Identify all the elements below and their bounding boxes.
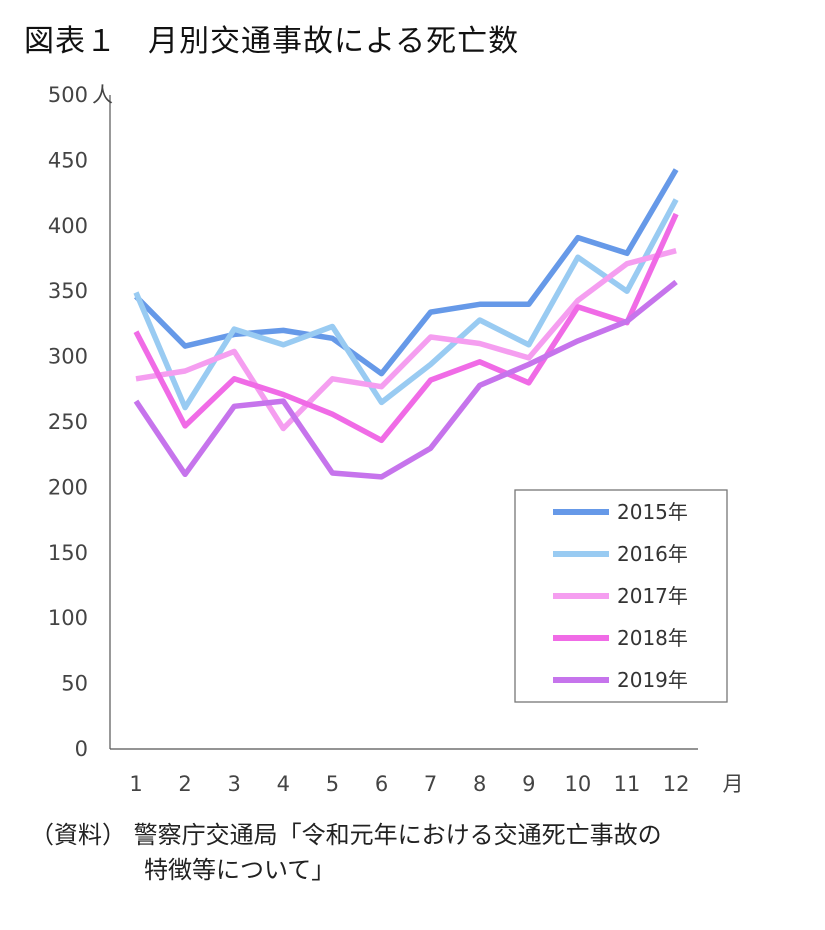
- x-axis-unit-label: 月: [723, 772, 744, 796]
- x-tick-label: 9: [522, 772, 535, 796]
- x-tick-label: 11: [614, 772, 641, 796]
- legend-label: 2017年: [617, 584, 688, 608]
- series-line-2018年: [133, 212, 679, 444]
- series-lines: [133, 168, 679, 480]
- series-line-2017年: [135, 248, 677, 432]
- y-tick-label: 500: [48, 83, 88, 107]
- x-tick-label: 1: [129, 772, 142, 796]
- y-tick-label: 450: [48, 148, 88, 172]
- source-note: （資料） 警察庁交通局「令和元年における交通死亡事故の 特徴等について」: [30, 818, 662, 888]
- y-tick-label: 350: [48, 279, 88, 303]
- x-tick-label: 7: [424, 772, 437, 796]
- y-tick-label: 50: [61, 672, 88, 696]
- x-tick-label: 4: [277, 772, 290, 796]
- x-tick-label: 8: [473, 772, 486, 796]
- x-tick-label: 3: [228, 772, 241, 796]
- legend: 2015年 2016年 2017年 2018年 2019年: [514, 489, 728, 703]
- y-axis-unit-label: 人: [92, 83, 113, 107]
- source-line-1: （資料） 警察庁交通局「令和元年における交通死亡事故の: [30, 821, 662, 849]
- y-axis-tick-labels: 0 50 100 150 200 250 300 350 400 450 500 人: [48, 83, 113, 761]
- series-line-2015年: [134, 168, 679, 377]
- x-tick-label: 5: [326, 772, 339, 796]
- x-tick-label: 6: [375, 772, 388, 796]
- x-tick-label: 10: [565, 772, 592, 796]
- x-tick-label: 2: [178, 772, 191, 796]
- legend-box: [514, 489, 728, 703]
- source-line-2: 特徴等について」: [144, 855, 336, 884]
- y-tick-label: 300: [48, 345, 88, 369]
- x-tick-label: 12: [663, 772, 690, 796]
- y-tick-label: 250: [48, 410, 88, 434]
- series-line-2019年: [133, 279, 678, 480]
- chart-axes: [109, 95, 698, 750]
- legend-label: 2016年: [617, 542, 688, 566]
- legend-label: 2019年: [617, 668, 688, 692]
- y-tick-label: 400: [48, 214, 88, 238]
- legend-label: 2015年: [617, 500, 688, 524]
- series-line-2016年: [133, 198, 679, 411]
- y-tick-label: 150: [48, 541, 88, 565]
- x-axis-tick-labels: 1 2 3 4 5 6 7 8 9 10 11 12 月: [129, 772, 743, 796]
- y-tick-label: 100: [48, 606, 88, 630]
- legend-label: 2018年: [617, 626, 688, 650]
- y-tick-label: 0: [75, 737, 88, 761]
- chart-title: 図表１ 月別交通事故による死亡数: [24, 24, 520, 59]
- y-tick-label: 200: [48, 475, 88, 499]
